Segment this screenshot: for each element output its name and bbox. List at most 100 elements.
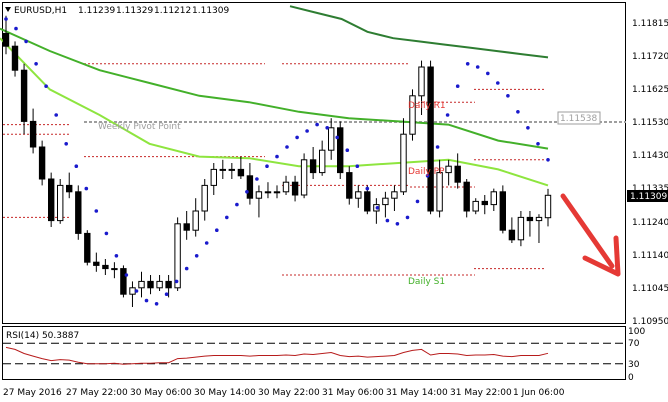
- price-tick: 1.11530: [632, 118, 668, 128]
- psar-dot: [465, 62, 470, 66]
- candle-body: [174, 223, 181, 289]
- candle-body: [499, 191, 507, 231]
- psar-dot: [255, 177, 259, 181]
- psar-dot: [84, 186, 89, 191]
- psar-dot: [546, 158, 550, 162]
- candle-body: [111, 268, 118, 271]
- time-tick: 27 May 22:00: [66, 388, 128, 398]
- psar-dot: [415, 199, 420, 204]
- candle-body: [75, 191, 82, 234]
- candle-body: [120, 268, 127, 295]
- psar-dot: [455, 84, 460, 88]
- candle-body: [38, 146, 46, 180]
- price-tick: 1.10950: [632, 317, 668, 327]
- psar-dot: [475, 65, 480, 69]
- price-tick: 1.11140: [632, 251, 668, 261]
- candle-body: [337, 127, 344, 174]
- psar-dot: [365, 186, 370, 191]
- candle-body: [129, 287, 136, 295]
- candle-body: [535, 216, 543, 222]
- time-tick: 30 May 14:00: [194, 388, 256, 398]
- psar-dot: [325, 126, 330, 130]
- candle-body: [183, 223, 190, 231]
- psar-dot: [496, 81, 500, 85]
- candle-body: [57, 184, 64, 222]
- candle-body: [490, 191, 498, 206]
- candle-body: [319, 149, 326, 174]
- psar-dot: [375, 206, 380, 210]
- candle-body: [418, 66, 425, 97]
- candle-body: [436, 172, 443, 212]
- psar-dot: [54, 113, 58, 117]
- candle-body: [20, 69, 28, 122]
- psar-dot: [225, 215, 229, 220]
- daily-s1-label: Daily S1: [408, 277, 445, 287]
- candle-body: [102, 264, 109, 270]
- collapse-triangle-icon[interactable]: [5, 7, 11, 12]
- price-tick: 1.11240: [632, 218, 668, 228]
- candle-body: [210, 168, 218, 186]
- candle-body: [228, 168, 236, 171]
- candle-body: [264, 191, 272, 194]
- time-tick: 27 May 2016: [3, 388, 62, 398]
- downtrend-arrow-icon: [560, 193, 621, 277]
- candle-body: [364, 191, 371, 212]
- svg-text:1.11538: 1.11538: [560, 114, 597, 124]
- candle-body: [463, 181, 470, 212]
- candle-body: [246, 175, 254, 199]
- candle-body: [481, 200, 489, 206]
- rsi-tick: 30: [628, 360, 640, 370]
- rsi-plot-frame: [2, 326, 626, 380]
- candle-body: [93, 261, 100, 266]
- candle-body: [29, 120, 37, 148]
- candle-body: [147, 280, 154, 289]
- candle-body: [526, 216, 534, 222]
- candle-body: [508, 229, 516, 241]
- candle-body: [427, 66, 434, 212]
- psar-dot: [536, 142, 540, 146]
- candle-body: [192, 210, 199, 231]
- candle-body: [445, 165, 452, 174]
- moving-average-line: [0, 27, 549, 150]
- candle-body: [237, 168, 245, 177]
- psar-dot: [335, 135, 340, 140]
- psar-dot: [405, 215, 410, 220]
- rsi-tick: 0: [628, 373, 634, 383]
- weekly-pivot-label: Weekly Pivot Point: [98, 122, 181, 132]
- moving-average-line: [0, 37, 549, 187]
- psar-dot: [445, 113, 450, 117]
- psar-dot: [114, 254, 119, 258]
- psar-dot: [395, 222, 400, 226]
- price-tick: 1.11335: [632, 184, 668, 194]
- psar-dot: [24, 39, 28, 44]
- candle-body: [409, 95, 416, 135]
- psar-dot: [134, 289, 139, 293]
- psar-dot: [285, 145, 289, 149]
- ohlc-close: 1.11309: [192, 6, 229, 16]
- time-tick: 30 May 22:00: [258, 388, 320, 398]
- daily-pp-label: Daily PP: [408, 167, 445, 177]
- psar-dot: [526, 126, 530, 130]
- time-tick: 30 May 06:00: [130, 388, 192, 398]
- time-axis: 27 May 2016 27 May 22:00 30 May 06:00 30…: [3, 388, 565, 398]
- rsi-tick: 100: [628, 327, 645, 337]
- psar-dot: [174, 279, 179, 284]
- current-price-tag: 1.11309: [627, 190, 668, 202]
- psar-dot: [215, 228, 219, 232]
- candle-body: [219, 168, 227, 171]
- ohlc-low: 1.11212: [154, 6, 191, 16]
- psar-dot: [204, 241, 209, 245]
- psar-dot: [435, 145, 440, 149]
- psar-dot: [295, 135, 299, 140]
- psar-dot: [506, 94, 510, 98]
- price-tick: 1.11815: [632, 19, 668, 29]
- psar-dot: [275, 154, 279, 159]
- candle-body: [255, 191, 263, 199]
- rsi-axis: 100 70 30 0: [628, 327, 645, 383]
- candle-body: [84, 232, 91, 263]
- parabolic-sar: [4, 17, 550, 306]
- candle-body: [355, 191, 362, 199]
- psar-dot: [94, 209, 99, 213]
- price-tick: 1.11720: [632, 52, 668, 62]
